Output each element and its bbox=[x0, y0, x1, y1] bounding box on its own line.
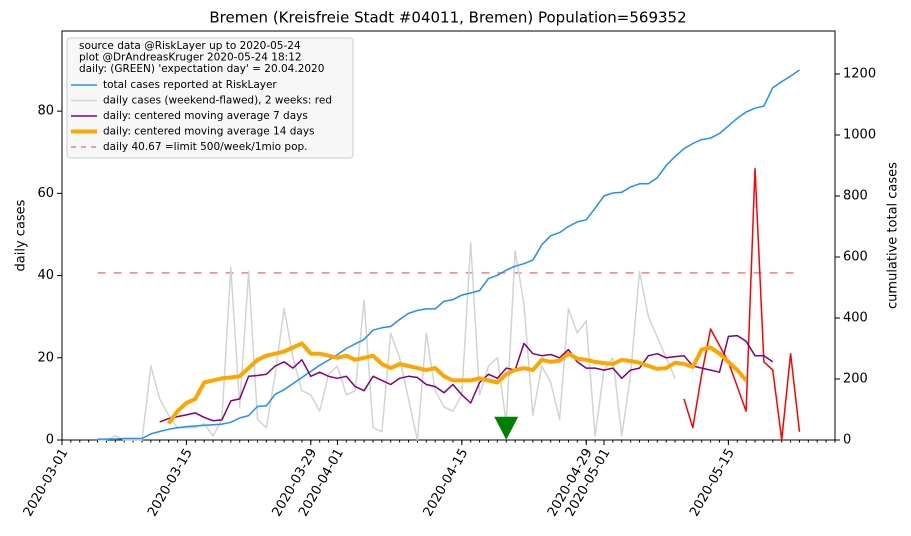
legend-note: source data @RiskLayer up to 2020-05-24 bbox=[79, 40, 301, 52]
y2-tick-label: 1000 bbox=[843, 128, 876, 143]
y2-tick-label: 400 bbox=[843, 311, 868, 326]
legend-note: daily: (GREEN) 'expectation day' = 20.04… bbox=[79, 63, 324, 75]
x-tick-label: 2020-05-15 bbox=[687, 446, 738, 519]
expectation-marker bbox=[494, 416, 519, 440]
y2-tick-label: 1200 bbox=[843, 67, 876, 82]
y2-axis-label: cumulative total cases bbox=[886, 162, 901, 309]
y2-tick-label: 600 bbox=[843, 250, 868, 265]
y2-tick-label: 200 bbox=[843, 372, 868, 387]
series-line bbox=[97, 69, 800, 440]
legend: source data @RiskLayer up to 2020-05-24p… bbox=[66, 37, 354, 159]
series-line bbox=[159, 334, 774, 423]
x-tick-label: 2020-03-01 bbox=[21, 446, 72, 519]
y-tick-label: 0 bbox=[46, 433, 54, 448]
legend-label: daily: centered moving average 14 days bbox=[103, 126, 315, 138]
y-tick-label: 20 bbox=[37, 350, 54, 365]
legend-note: plot @DrAndreasKruger 2020-05-24 18:12 bbox=[79, 52, 302, 64]
y-tick-label: 80 bbox=[37, 104, 54, 119]
legend-box bbox=[66, 37, 354, 159]
legend-label: daily cases (weekend-flawed), 2 weeks: r… bbox=[103, 95, 332, 107]
chart-title: Bremen (Kreisfreie Stadt #04011, Bremen)… bbox=[209, 9, 686, 27]
legend-label: daily 40.67 =limit 500/week/1mio pop. bbox=[103, 141, 308, 153]
series-line bbox=[683, 167, 801, 441]
legend-label: daily: centered moving average 7 days bbox=[103, 110, 308, 122]
plot-frame bbox=[61, 30, 836, 441]
y-tick-label: 40 bbox=[37, 268, 54, 283]
y-tick-label: 60 bbox=[37, 186, 54, 201]
y2-tick-label: 800 bbox=[843, 189, 868, 204]
y2-tick-label: 0 bbox=[843, 433, 851, 448]
y-axis-label: daily cases bbox=[14, 199, 29, 271]
legend-label: total cases reported at RiskLayer bbox=[103, 79, 277, 91]
x-tick-label: 2020-04-15 bbox=[421, 446, 472, 519]
x-tick-label: 2020-03-15 bbox=[145, 446, 196, 519]
series-line bbox=[166, 341, 748, 425]
